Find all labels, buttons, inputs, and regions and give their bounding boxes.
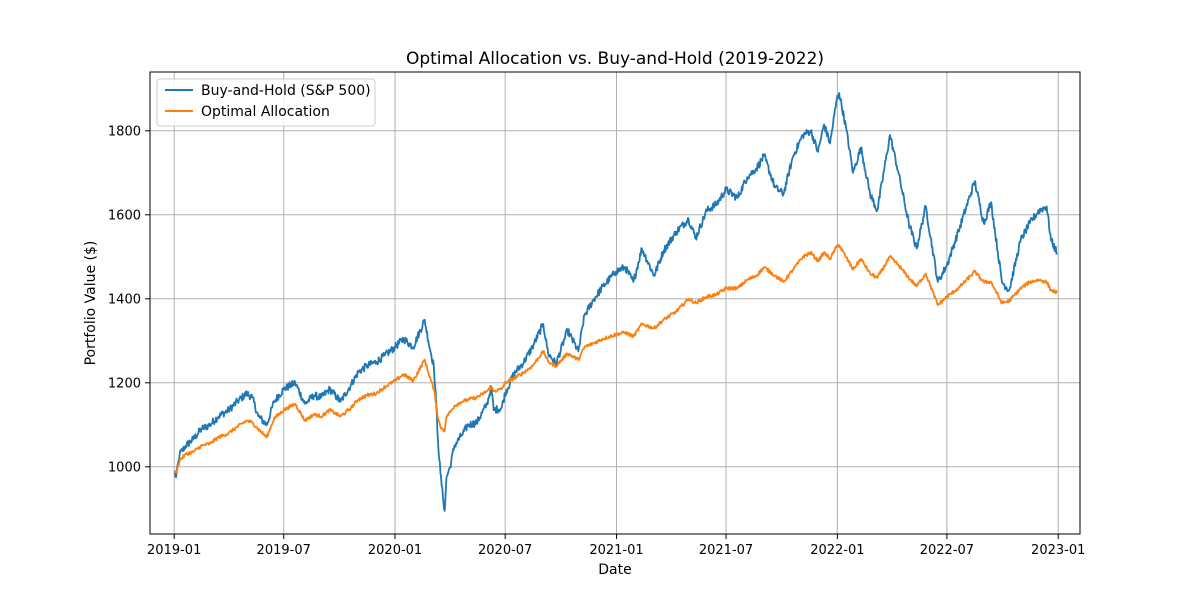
legend-label-buy-and-hold: Buy-and-Hold (S&P 500): [201, 83, 371, 99]
x-axis-ticks: 2019-01 2019-07 2020-01 2020-07 2021-01 2021-…: [147, 534, 1085, 558]
chart-title: Optimal Allocation vs. Buy-and-Hold (201…: [406, 49, 824, 69]
x-tick-label: 2022-01: [810, 543, 864, 558]
y-tick-label: 1600: [108, 208, 141, 223]
legend-box: [156, 78, 376, 127]
grid-lines: [150, 72, 1080, 534]
y-tick-label: 1200: [108, 376, 141, 391]
y-tick-label: 1000: [108, 460, 141, 475]
x-tick-label: 2019-01: [147, 543, 201, 558]
series-line-buy-and-hold-s-p-500: [173, 92, 1058, 512]
x-axis-title: Date: [598, 562, 631, 578]
x-tick-label: 2020-01: [368, 543, 422, 558]
series-line-optimal-allocation: [173, 244, 1058, 474]
x-tick-label: 2021-01: [589, 543, 643, 558]
series-lines: [173, 92, 1058, 512]
x-tick-label: 2021-07: [699, 543, 753, 558]
x-tick-label: 2019-07: [257, 543, 311, 558]
legend-label-optimal-allocation: Optimal Allocation: [201, 104, 330, 120]
y-axis-title: Portfolio Value ($): [83, 241, 99, 366]
x-tick-label: 2020-07: [478, 543, 532, 558]
plot-frame: [149, 71, 1081, 535]
x-tick-label: 2022-07: [920, 543, 974, 558]
legend: Buy-and-Hold (S&P 500) Optimal Allocatio…: [156, 78, 376, 127]
y-axis-ticks: 1000 1200 1400 1600 1800: [108, 124, 150, 475]
x-tick-label: 2023-01: [1031, 543, 1085, 558]
y-tick-label: 1400: [108, 292, 141, 307]
y-tick-label: 1800: [108, 124, 141, 139]
